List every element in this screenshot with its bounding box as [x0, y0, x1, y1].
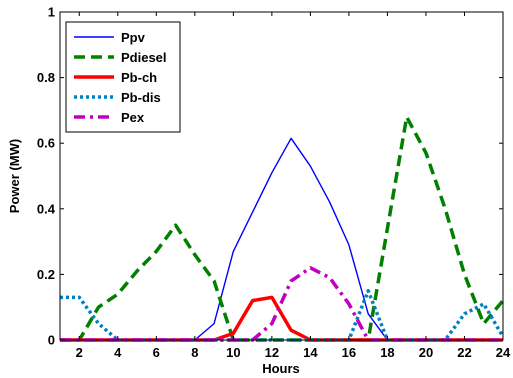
plot-frame — [59, 11, 504, 341]
x-tick-label: 20 — [419, 345, 433, 360]
y-tick-label: 0.2 — [37, 267, 55, 282]
legend: Ppv Pdiesel Pb-ch Pb-dis Pex — [65, 21, 181, 133]
x-tick-label: 22 — [457, 345, 471, 360]
legend-label: Pb-ch — [121, 70, 157, 85]
x-tick-label: 2 — [76, 345, 83, 360]
x-tick-label: 18 — [380, 345, 394, 360]
x-tick-label: 16 — [342, 345, 356, 360]
legend-label: Pb-dis — [121, 90, 161, 105]
y-tick-label: 0.4 — [37, 201, 56, 216]
y-tick-label: 0.8 — [37, 70, 55, 85]
x-tick-label: 24 — [496, 345, 511, 360]
x-tick-label: 14 — [303, 345, 318, 360]
legend-label: Pex — [121, 110, 145, 125]
x-axis-label: Hours — [262, 361, 300, 376]
x-tick-label: 6 — [153, 345, 160, 360]
legend-label: Pdiesel — [121, 50, 167, 65]
y-tick-label: 0.6 — [37, 136, 55, 151]
y-tick-label: 1 — [48, 5, 55, 20]
legend-label: Ppv — [121, 30, 146, 45]
x-tick-label: 4 — [114, 345, 122, 360]
x-tick-label: 12 — [265, 345, 279, 360]
x-tick-label: 8 — [191, 345, 198, 360]
y-tick-label: 0 — [48, 333, 55, 348]
x-tick-label: 10 — [226, 345, 240, 360]
y-axis-label: Power (MW) — [7, 139, 22, 213]
